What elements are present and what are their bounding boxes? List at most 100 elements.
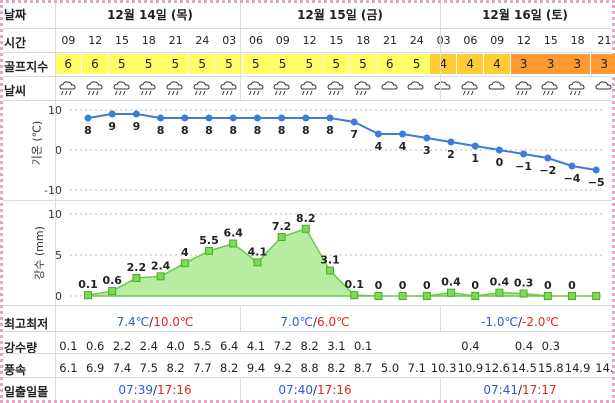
rain-cloud-icon bbox=[59, 81, 76, 96]
rain-cloud-icon bbox=[193, 81, 210, 96]
time-cell: 18 bbox=[141, 34, 156, 47]
time-cell: 15 bbox=[543, 34, 558, 47]
rain-point bbox=[301, 224, 310, 233]
max-temp: 10.0℃ bbox=[153, 315, 194, 329]
temp-point bbox=[302, 114, 310, 122]
rain-cloud-icon bbox=[220, 81, 237, 96]
row-divider bbox=[3, 100, 612, 101]
rain-data-label: 6.4 bbox=[223, 227, 243, 240]
rain-data-label: 2.2 bbox=[127, 261, 147, 274]
precip-cell: 2.4 bbox=[139, 339, 158, 353]
rain-point bbox=[205, 246, 213, 255]
temp-data-label: 8 bbox=[229, 124, 237, 137]
row-divider bbox=[3, 305, 612, 306]
temp-data-label: 8 bbox=[278, 124, 286, 137]
rain-tick-label: 5 bbox=[55, 249, 62, 262]
golf-index-cell: 5 bbox=[108, 54, 135, 74]
wind-cell: 6.9 bbox=[86, 361, 105, 375]
rain-cloud-icon bbox=[461, 81, 478, 96]
time-cell: 24 bbox=[409, 34, 424, 47]
golf-index-cell: 5 bbox=[215, 54, 243, 74]
rain-data-label: 0 bbox=[375, 279, 383, 292]
precip-cell: 4.1 bbox=[246, 339, 266, 353]
temp-point bbox=[229, 114, 237, 122]
day-divider bbox=[440, 3, 441, 100]
sun-cell: 07:41/17:17 bbox=[460, 383, 580, 397]
golf-index-cell: 5 bbox=[269, 54, 296, 74]
temp-data-label: 9 bbox=[108, 120, 116, 133]
row-divider bbox=[3, 331, 612, 332]
temp-point bbox=[592, 166, 600, 174]
wind-cell: 8.2 bbox=[327, 361, 346, 375]
temp-point bbox=[181, 114, 189, 122]
rain-cloud-icon bbox=[541, 81, 558, 96]
separator: / bbox=[312, 383, 318, 397]
wind-cell: 7.1 bbox=[407, 361, 426, 375]
time-cell: 21 bbox=[382, 34, 397, 47]
golf-index-cell: 5 bbox=[242, 54, 269, 74]
rain-point bbox=[350, 291, 359, 300]
wind-cell: 8.8 bbox=[300, 361, 319, 375]
wind-cell: 10.9 bbox=[457, 361, 484, 375]
rain-data-label: 7.2 bbox=[272, 220, 292, 233]
temp-point bbox=[544, 154, 552, 162]
hilo-cell: -1.0℃/-2.0℃ bbox=[460, 315, 580, 329]
temp-data-label: 8 bbox=[205, 124, 213, 137]
rain-cloud-icon bbox=[515, 81, 532, 96]
temp-data-label: 2 bbox=[447, 148, 455, 161]
golf-index-cell: 5 bbox=[349, 54, 377, 74]
rain-cloud-icon bbox=[568, 81, 585, 96]
rain-cloud-icon bbox=[273, 81, 290, 96]
temp-data-label: 8 bbox=[181, 124, 189, 137]
rain-cloud-icon bbox=[247, 81, 264, 96]
temp-point bbox=[399, 130, 407, 138]
temp-point bbox=[278, 114, 286, 122]
day-divider bbox=[240, 377, 241, 400]
temp-point bbox=[132, 110, 140, 118]
precip-cell: 2.2 bbox=[112, 339, 132, 353]
rain-point bbox=[277, 232, 286, 241]
temp-data-label: 4 bbox=[399, 140, 407, 153]
separator: / bbox=[149, 315, 154, 329]
rain-data-label: 8.2 bbox=[296, 212, 316, 225]
rain-point bbox=[108, 287, 117, 296]
rain-point bbox=[156, 272, 165, 281]
rain-data-label: 0 bbox=[423, 279, 431, 292]
row-divider bbox=[3, 52, 612, 53]
time-cell: 12 bbox=[516, 34, 531, 47]
sunrise-time: 07:41 bbox=[483, 383, 518, 397]
row-label-golf-index: 골프지수 bbox=[4, 60, 49, 74]
row-label-date: 날짜 bbox=[4, 8, 27, 22]
row-divider bbox=[3, 353, 612, 354]
rain-data-label: 4.1 bbox=[248, 245, 268, 258]
temp-point bbox=[157, 114, 165, 122]
golf-index-cell: 5 bbox=[135, 54, 162, 74]
golf-index-cell: 5 bbox=[296, 54, 323, 74]
rain-point bbox=[229, 239, 238, 248]
wind-cell: 14.5 bbox=[511, 361, 537, 375]
rain-axis-label: 강수 (mm) bbox=[32, 226, 46, 280]
wind-cell: 5.0 bbox=[380, 361, 400, 375]
temp-line bbox=[87, 113, 597, 171]
hilo-cell: 7.0℃/6.0℃ bbox=[255, 315, 375, 329]
wind-cell: 8.7 bbox=[354, 361, 373, 375]
temp-data-label: 4 bbox=[375, 140, 383, 153]
temp-data-label: 7 bbox=[350, 128, 358, 141]
time-cell: 24 bbox=[195, 34, 210, 47]
day-divider bbox=[440, 377, 441, 400]
golf-index-cell: 3 bbox=[591, 54, 615, 74]
time-cell: 21 bbox=[597, 34, 612, 47]
golf-index-cell: 6 bbox=[55, 54, 82, 74]
wind-cell: 6.1 bbox=[59, 361, 78, 375]
temp-data-label: −2 bbox=[539, 164, 556, 177]
temp-data-label: 9 bbox=[133, 120, 141, 133]
precip-cell: 4.0 bbox=[166, 339, 185, 353]
rain-point bbox=[84, 291, 92, 300]
precip-cell: 0.4 bbox=[514, 339, 534, 353]
wind-cell: 15.8 bbox=[537, 361, 564, 375]
rain-point bbox=[568, 292, 576, 300]
temp-point bbox=[350, 118, 358, 126]
golf-index-cell: 4 bbox=[483, 54, 511, 74]
